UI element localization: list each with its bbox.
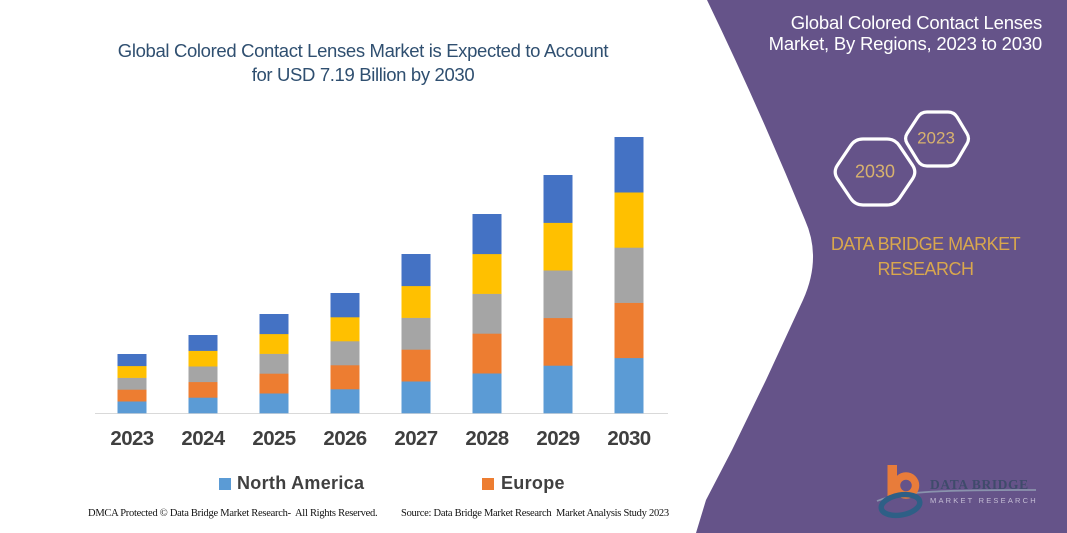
svg-text:MARKET RESEARCH: MARKET RESEARCH xyxy=(930,496,1038,505)
svg-text:2030: 2030 xyxy=(855,162,895,182)
svg-text:DATA BRIDGE: DATA BRIDGE xyxy=(930,477,1029,492)
svg-text:2023: 2023 xyxy=(917,129,955,148)
